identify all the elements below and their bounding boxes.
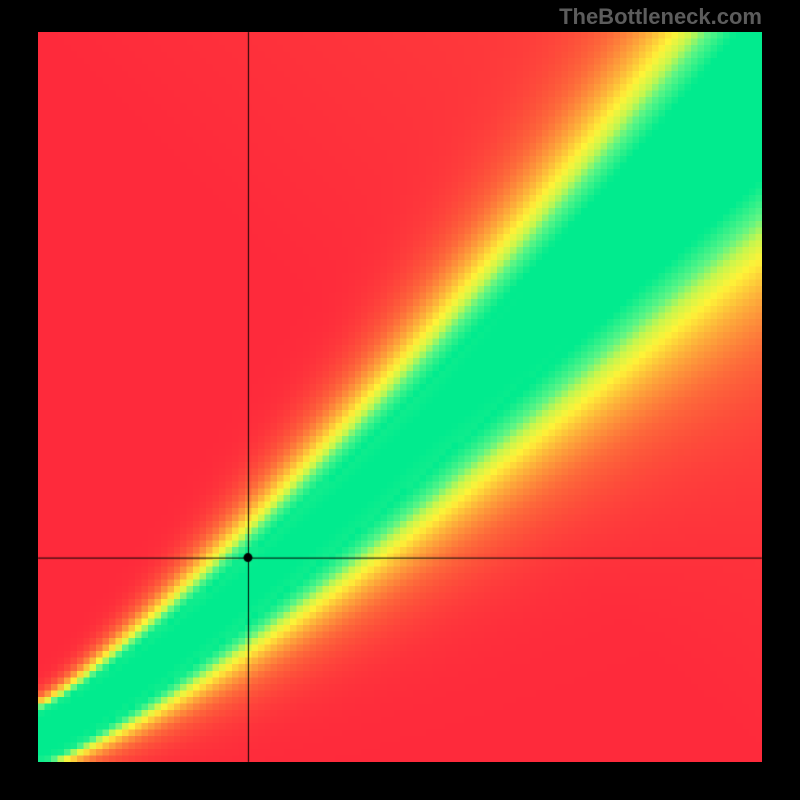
bottleneck-heatmap xyxy=(38,32,762,762)
watermark-text: TheBottleneck.com xyxy=(559,4,762,30)
chart-container: { "watermark": { "text": "TheBottleneck.… xyxy=(0,0,800,800)
